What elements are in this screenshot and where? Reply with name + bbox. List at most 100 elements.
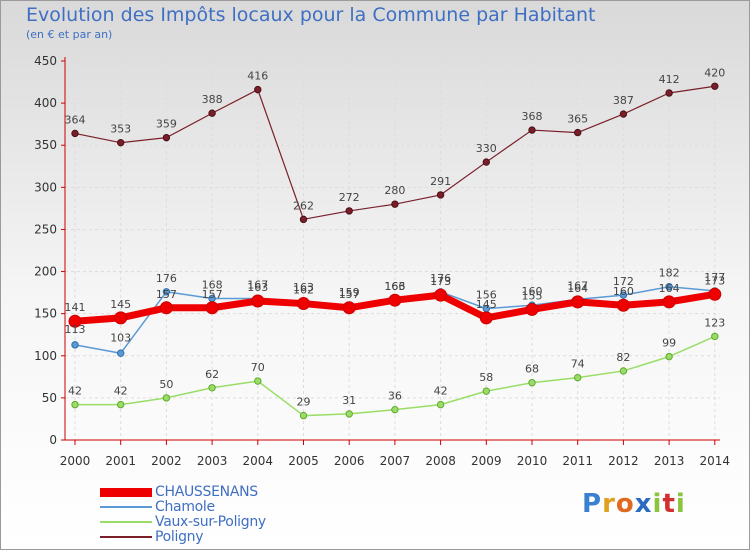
- data-point: [665, 89, 673, 97]
- data-point: [299, 215, 308, 224]
- logo-letter: o: [615, 489, 635, 519]
- data-label: 99: [662, 337, 676, 350]
- legend-label-vaux-sur-poligny: Vaux-sur-Poligny: [155, 514, 266, 530]
- logo-letter: t: [662, 489, 676, 519]
- data-point: [208, 109, 216, 117]
- data-label: 123: [704, 316, 725, 329]
- data-label: 141: [65, 301, 86, 314]
- data-label: 68: [525, 363, 539, 376]
- data-label: 262: [293, 199, 314, 212]
- y-tick-label: 300: [34, 180, 57, 194]
- data-label: 160: [522, 285, 543, 298]
- data-label: 155: [522, 289, 543, 302]
- data-point: [434, 288, 448, 302]
- data-label: 36: [388, 390, 402, 403]
- data-label: 176: [156, 272, 177, 285]
- data-point: [342, 301, 356, 315]
- y-tick-label: 0: [49, 433, 57, 447]
- data-point: [662, 295, 676, 309]
- data-point: [574, 373, 582, 382]
- y-tick-label: 50: [42, 391, 57, 405]
- data-point: [71, 341, 79, 349]
- data-label: 62: [205, 368, 219, 381]
- x-tick-label: 2007: [380, 454, 411, 468]
- x-tick-label: 2010: [517, 454, 548, 468]
- data-point: [665, 283, 673, 291]
- data-point: [345, 410, 353, 418]
- x-tick-label: 2005: [288, 454, 319, 468]
- data-label: 163: [384, 280, 405, 293]
- data-label: 29: [297, 396, 311, 409]
- data-label: 177: [704, 271, 725, 284]
- x-tick-label: 2000: [60, 454, 91, 468]
- data-label: 272: [339, 191, 360, 204]
- data-labels: 364 353 359 388 416 262 272 280 291 330 368 365 387 4…: [65, 66, 726, 408]
- data-point: [68, 314, 82, 328]
- data-point: [436, 400, 445, 409]
- data-point: [162, 394, 171, 402]
- data-label: 164: [567, 282, 588, 295]
- legend-swatch-vaux-sur-poligny: [100, 521, 152, 523]
- data-label: 50: [159, 378, 173, 391]
- data-label: 330: [476, 142, 497, 155]
- data-label: 365: [567, 113, 588, 126]
- axes: 0 50 100 150 200 250 300 350 400 450 2000 2001 2002 2…: [34, 54, 730, 468]
- x-tick-label: 2013: [654, 454, 685, 468]
- data-point: [571, 295, 585, 309]
- data-label: 173: [430, 275, 451, 288]
- data-label: 42: [68, 385, 82, 398]
- data-label: 182: [659, 267, 680, 280]
- data-point: [711, 82, 719, 90]
- data-point: [619, 110, 628, 118]
- data-label: 420: [704, 66, 725, 79]
- logo-letter: r: [602, 489, 616, 519]
- y-tick-label: 250: [34, 222, 57, 236]
- legend-label-chamole: Chamole: [155, 499, 215, 515]
- data-label: 412: [659, 73, 680, 86]
- x-tick-label: 2011: [562, 454, 593, 468]
- data-point: [619, 367, 628, 375]
- data-point: [482, 158, 490, 166]
- data-label: 168: [202, 279, 223, 292]
- logo-letter: x: [634, 489, 653, 519]
- x-tick-label: 2004: [243, 454, 274, 468]
- data-label: 157: [202, 288, 223, 301]
- data-point: [162, 288, 171, 296]
- data-point: [616, 298, 630, 312]
- data-point: [71, 400, 79, 409]
- data-point: [254, 377, 262, 385]
- data-point: [388, 293, 402, 307]
- data-point: [117, 138, 125, 147]
- data-label: 160: [613, 285, 634, 298]
- data-label: 159: [339, 286, 360, 299]
- y-tick-label: 200: [34, 265, 57, 279]
- data-label: 145: [476, 298, 497, 311]
- data-point: [254, 85, 262, 94]
- data-label: 172: [613, 275, 634, 288]
- chart-subtitle: (en € et par an): [26, 28, 113, 41]
- data-label: 31: [342, 394, 356, 407]
- data-point: [525, 302, 539, 316]
- grid: [65, 60, 720, 440]
- y-tick-label: 400: [34, 96, 57, 110]
- data-label: 70: [251, 361, 265, 374]
- data-point: [391, 405, 399, 414]
- data-label: 163: [247, 281, 268, 294]
- data-label: 42: [114, 385, 128, 398]
- data-point: [159, 301, 173, 315]
- proxiti-logo: Proxiti: [582, 489, 686, 519]
- legend-swatch-chamole: [100, 506, 152, 508]
- data-label: 82: [616, 351, 630, 364]
- data-point: [297, 297, 310, 311]
- x-tick-label: 2002: [151, 454, 182, 468]
- data-label: 353: [110, 123, 131, 136]
- x-tick-label: 2012: [608, 454, 639, 468]
- data-label: 113: [65, 323, 86, 336]
- series-layer: [68, 82, 722, 420]
- data-label: 167: [567, 279, 588, 292]
- x-tick-label: 2001: [105, 454, 136, 468]
- data-point: [299, 411, 308, 420]
- data-point: [117, 400, 125, 409]
- data-point: [71, 129, 79, 138]
- data-point: [708, 287, 722, 301]
